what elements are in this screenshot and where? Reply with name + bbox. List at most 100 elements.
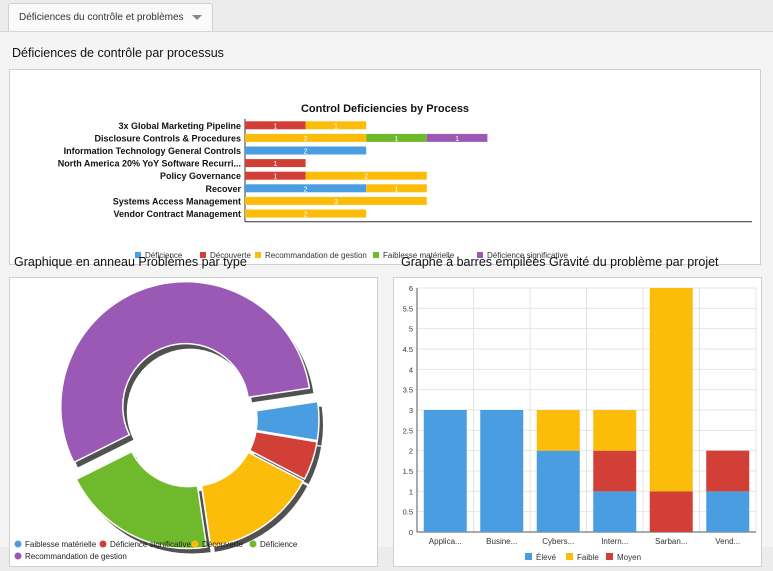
bar-segment: [245, 146, 367, 155]
donut-slice[interactable]: [248, 430, 318, 480]
legend-swatch[interactable]: [477, 252, 483, 258]
category-label: North America 20% YoY Software Recurri..…: [58, 159, 241, 169]
bar-segment: [593, 450, 637, 492]
y-tick-label: 1: [409, 487, 413, 496]
data-label: 1: [273, 123, 277, 130]
data-label: 1: [273, 161, 277, 168]
bar-segment: [536, 410, 580, 451]
legend-swatch[interactable]: [135, 252, 141, 258]
bar-segment: [245, 159, 306, 168]
legend-label: Déficience: [145, 251, 183, 260]
data-label: 1: [455, 136, 459, 143]
donut-slice[interactable]: [255, 400, 320, 442]
bar-segment: [649, 288, 693, 492]
bar-segment: [480, 410, 524, 532]
category-label: Information Technology General Controls: [64, 146, 241, 156]
donut-slice[interactable]: [60, 280, 311, 464]
legend-swatch[interactable]: [191, 540, 199, 548]
legend-label: Faible: [577, 553, 599, 562]
donut-slice[interactable]: [75, 450, 208, 550]
donut-section-title: Graphique en anneau Problèmes par type: [14, 255, 247, 269]
data-label: 1: [395, 186, 399, 193]
y-tick-label: 1.5: [403, 467, 413, 476]
legend-label: Déficience: [260, 540, 298, 549]
bar-segment: [426, 133, 488, 142]
legend-label: Recommandation de gestion: [265, 251, 367, 260]
category-label: Disclosure Controls & Procedures: [94, 133, 241, 143]
bar-segment: [536, 450, 580, 532]
chart-title: Control Deficiencies by Process: [301, 103, 469, 115]
tab-control-deficiencies[interactable]: Déficiences du contrôle et problèmes: [8, 3, 213, 31]
category-label: Systems Access Management: [113, 196, 241, 206]
data-label: 1: [273, 174, 277, 181]
data-label: 2: [304, 136, 308, 143]
deficiencies-section-title: Déficiences de contrôle par processus: [12, 46, 224, 60]
bar-segment: [706, 491, 750, 532]
bar-segment: [706, 450, 750, 492]
bar-segment: [366, 133, 427, 142]
bar-segment: [593, 491, 637, 532]
legend-label: Moyen: [617, 553, 641, 562]
x-tick-label: Applica...: [429, 537, 462, 546]
bar-segment: [593, 410, 637, 451]
grid: [416, 287, 757, 533]
category-label: Policy Governance: [160, 171, 241, 181]
y-tick-label: 0.5: [403, 508, 413, 517]
y-tick-label: 0: [409, 528, 413, 537]
tab-label: Déficiences du contrôle et problèmes: [19, 12, 184, 23]
data-label: 1: [334, 123, 338, 130]
stacked-section-title: Graphe à barres empilées Gravité du prob…: [401, 255, 719, 269]
y-tick-label: 2.5: [403, 426, 413, 435]
data-label: 2: [304, 212, 308, 219]
tab-bar: Déficiences du contrôle et problèmes: [0, 0, 773, 32]
legend-swatch[interactable]: [373, 252, 379, 258]
donut-chart-panel: Faiblesse matérielle Déficience significa…: [9, 277, 378, 567]
bar-segment: [366, 184, 427, 193]
legend-label: Élevé: [536, 553, 557, 562]
bar-segment: [245, 209, 367, 218]
category-label: Vendor Contract Management: [113, 209, 241, 219]
legend-swatch[interactable]: [525, 553, 532, 560]
legend-label: Découverte: [210, 251, 251, 260]
legend-swatch[interactable]: [606, 553, 613, 560]
y-tick-label: 4: [409, 365, 413, 374]
legend-swatch[interactable]: [14, 540, 22, 548]
deficiencies-chart: Control Deficiencies by Process 3x Global…: [58, 103, 752, 260]
legend-label: Faiblesse matérielle: [383, 251, 455, 260]
dashboard-content: Déficiences de contrôle par processus Co…: [0, 32, 773, 567]
bar-segment: [305, 171, 427, 180]
x-tick-label: Sarban...: [655, 537, 687, 546]
legend-swatch[interactable]: [99, 540, 107, 548]
legend-label: Déficience significative: [110, 540, 191, 549]
bar-segment: [245, 171, 306, 180]
bar-segment: [649, 491, 693, 532]
deficiencies-chart-panel: Control Deficiencies by Process 3x Global…: [9, 69, 761, 265]
data-label: 2: [304, 149, 308, 156]
bar-segment: [245, 184, 367, 193]
legend-swatch[interactable]: [249, 540, 257, 548]
donut-chart: Faiblesse matérielle Déficience significa…: [14, 280, 323, 561]
data-label: 3: [334, 199, 338, 206]
bar-segment: [423, 410, 467, 532]
bar-segment: [245, 133, 367, 142]
data-label: 2: [364, 174, 368, 181]
y-tick-label: 3: [409, 406, 413, 415]
legend-swatch[interactable]: [200, 252, 206, 258]
legend-label: Recommandation de gestion: [25, 552, 127, 561]
legend-swatch[interactable]: [14, 552, 22, 560]
y-tick-label: 2: [409, 447, 413, 456]
stacked-bar-chart: 0 0.5 1 1.5 2 2.5 3 3.5 4 4.5 5 5.5 6 Applica... Busin…: [403, 284, 757, 562]
y-tick-label: 3.5: [403, 386, 413, 395]
legend-label: Découverte: [202, 540, 243, 549]
legend-swatch[interactable]: [255, 252, 261, 258]
bar-segment: [305, 121, 367, 130]
legend-label: Faiblesse matérielle: [25, 540, 97, 549]
legend-label: Déficience significative: [487, 251, 568, 260]
data-label: 2: [304, 186, 308, 193]
stacked-chart-panel: 0 0.5 1 1.5 2 2.5 3 3.5 4 4.5 5 5.5 6 Applica... Busin…: [393, 277, 762, 567]
category-label: Recover: [205, 184, 241, 194]
y-tick-label: 5: [409, 325, 413, 334]
x-tick-label: Intern...: [601, 537, 628, 546]
chevron-down-icon[interactable]: [191, 15, 202, 20]
legend-swatch[interactable]: [566, 553, 573, 560]
